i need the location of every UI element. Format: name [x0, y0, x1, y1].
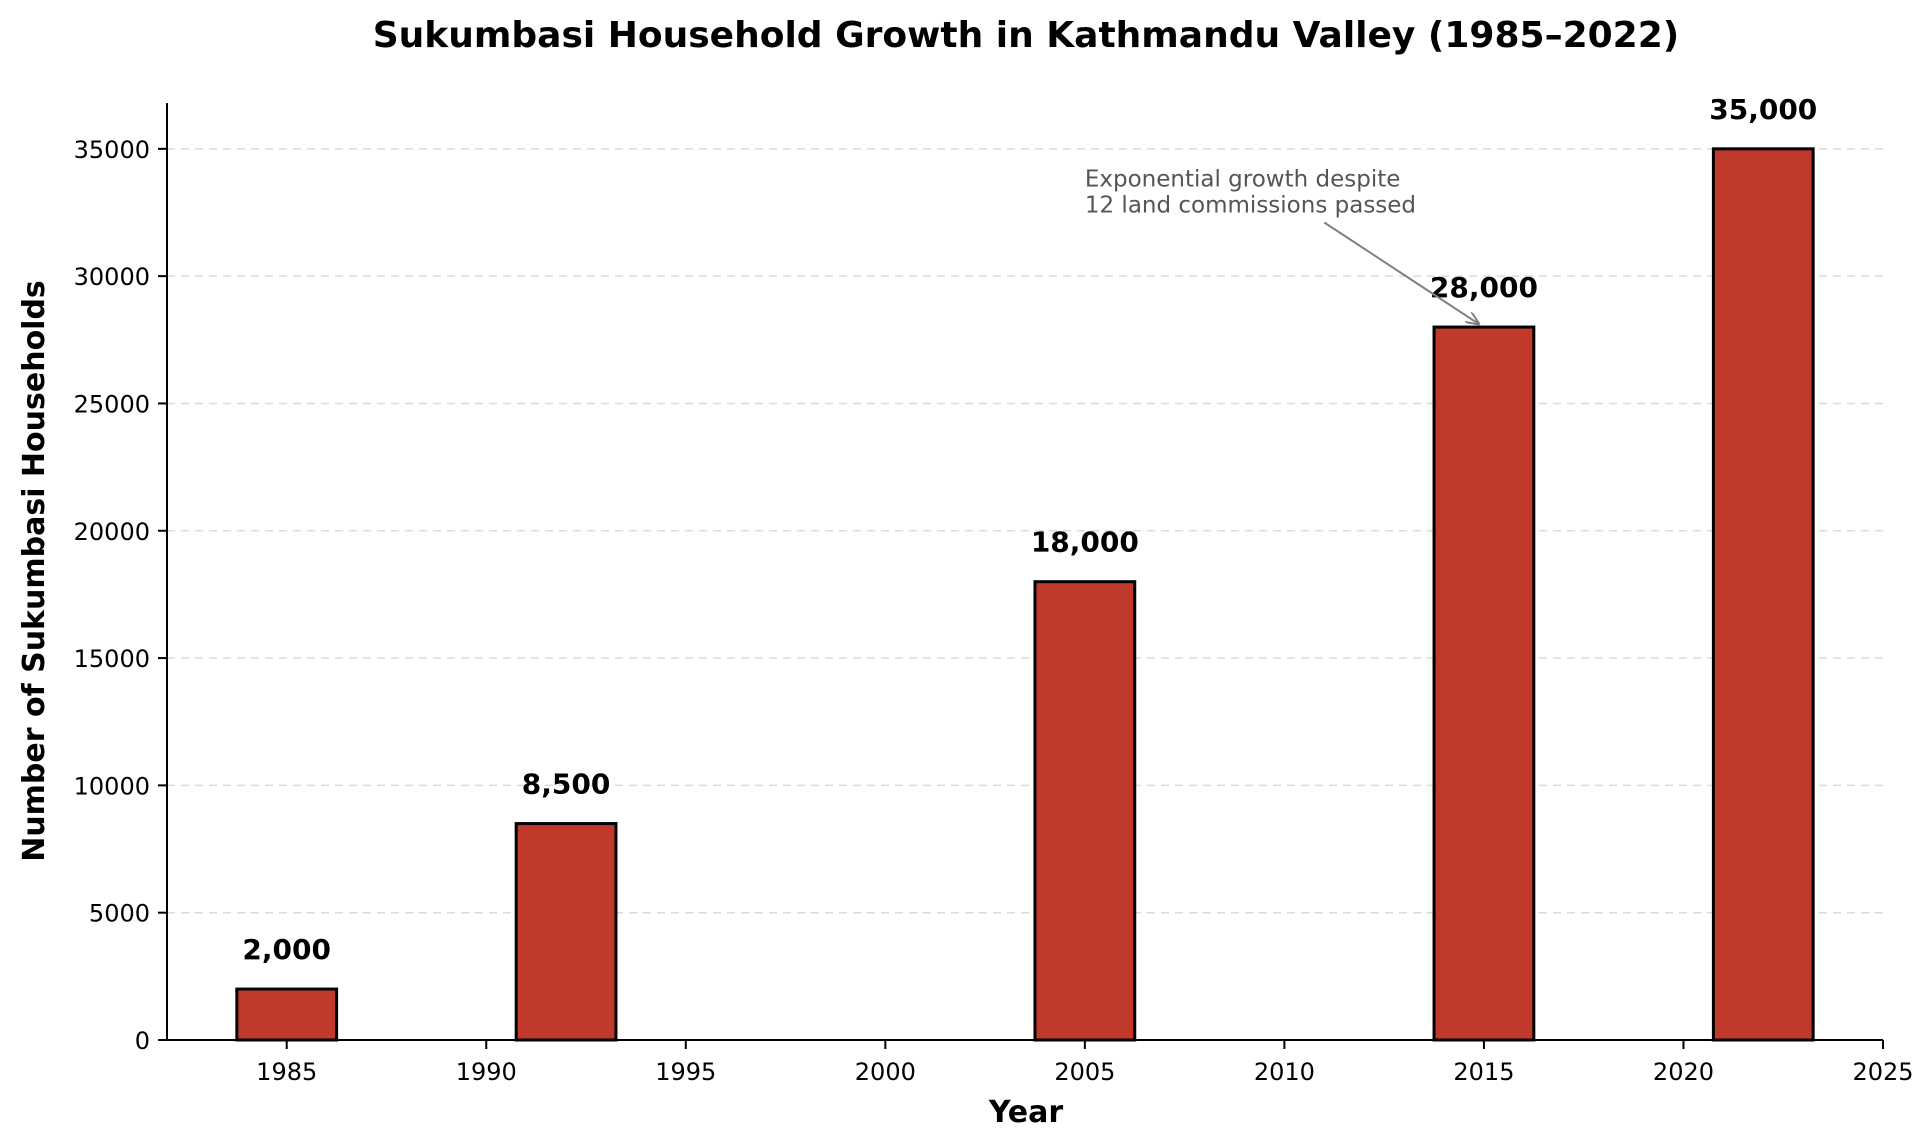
- x-tick-label: 2015: [1453, 1058, 1514, 1086]
- bar-value-label: 8,500: [522, 768, 611, 801]
- bars: [235, 147, 1815, 1042]
- y-tick-label: 25000: [74, 390, 150, 418]
- x-tick-label: 2010: [1254, 1058, 1315, 1086]
- grid-lines: [167, 148, 1883, 914]
- x-tick-label: 2000: [855, 1058, 916, 1086]
- bar: [1033, 580, 1137, 1042]
- x-tick-label: 2005: [1054, 1058, 1115, 1086]
- x-tick-label: 2020: [1653, 1058, 1714, 1086]
- annotation-text-line: Exponential growth despite: [1085, 166, 1401, 192]
- chart-title: Sukumbasi Household Growth in Kathmandu …: [373, 15, 1679, 56]
- y-tick-label: 0: [135, 1027, 150, 1055]
- x-tick-label: 1990: [456, 1058, 517, 1086]
- bar-value-label: 28,000: [1430, 271, 1538, 304]
- y-tick-label: 5000: [89, 900, 150, 928]
- y-tick-label: 20000: [74, 518, 150, 546]
- bar-value-label: 18,000: [1031, 526, 1139, 559]
- bar: [235, 987, 339, 1042]
- bar: [1432, 325, 1536, 1042]
- x-tick-label: 2025: [1852, 1058, 1913, 1086]
- y-tick-label: 15000: [74, 645, 150, 673]
- bar: [514, 822, 618, 1042]
- bar-value-label: 2,000: [242, 933, 331, 966]
- x-tick-label: 1985: [256, 1058, 317, 1086]
- y-tick-label: 10000: [74, 772, 150, 800]
- y-tick-label: 30000: [74, 263, 150, 291]
- bar: [1711, 147, 1815, 1042]
- x-tick-label: 1995: [655, 1058, 716, 1086]
- axes: 0 5000 10000 15000 20000 25000 30000 35000 1985 1…: [74, 103, 1914, 1086]
- x-axis-label: Year: [988, 1095, 1064, 1130]
- bar-value-label: 35,000: [1709, 93, 1817, 126]
- annotation-text-line: 12 land commissions passed: [1085, 192, 1416, 218]
- data-labels: 2,000 8,500 18,000 28,000 35,000: [242, 93, 1817, 966]
- annotation-arrow: [1323, 221, 1479, 324]
- y-axis-label: Number of Sukumbasi Households: [17, 280, 52, 862]
- y-tick-label: 35000: [74, 136, 150, 164]
